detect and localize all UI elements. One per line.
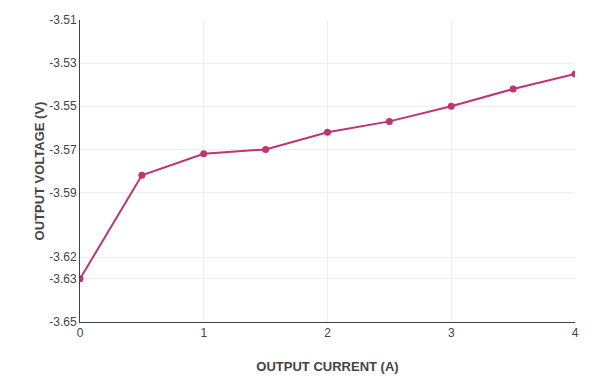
svg-text:-3.62: -3.62 [49, 250, 77, 264]
svg-text:-3.59: -3.59 [49, 186, 77, 200]
svg-text:OUTPUT CURRENT (A): OUTPUT CURRENT (A) [256, 359, 398, 374]
svg-text:-3.57: -3.57 [49, 143, 77, 157]
svg-text:1: 1 [200, 326, 207, 340]
svg-text:-3.51: -3.51 [49, 13, 77, 27]
svg-text:3: 3 [448, 326, 455, 340]
svg-text:-3.55: -3.55 [49, 99, 77, 113]
svg-text:2: 2 [324, 326, 331, 340]
svg-text:OUTPUT VOLTAGE (V): OUTPUT VOLTAGE (V) [32, 102, 47, 241]
svg-text:4: 4 [572, 326, 579, 340]
svg-text:0: 0 [77, 326, 84, 340]
svg-text:-3.63: -3.63 [49, 272, 77, 286]
svg-text:-3.53: -3.53 [49, 56, 77, 70]
svg-text:-3.65: -3.65 [49, 315, 77, 329]
